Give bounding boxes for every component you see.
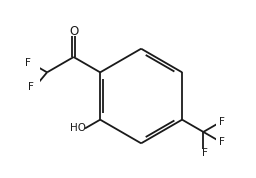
Text: F: F [219,137,225,146]
Text: F: F [25,58,30,68]
Text: F: F [28,82,34,92]
Text: HO: HO [70,123,86,134]
Text: F: F [219,117,225,127]
Text: F: F [202,148,208,158]
Text: O: O [69,25,78,38]
